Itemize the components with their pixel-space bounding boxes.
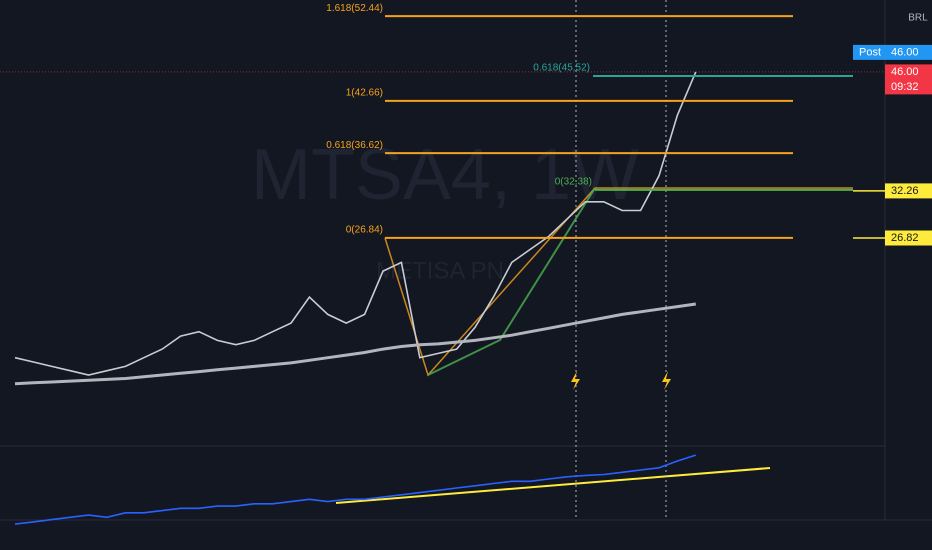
price-tag-label: 32.26 <box>891 185 919 197</box>
fib-label: 1.618(52.44) <box>326 3 383 14</box>
fib-label: 0.618(36.62) <box>326 140 383 151</box>
fib-label: 1(42.66) <box>346 87 383 98</box>
fib-label: 0.618(45.52) <box>533 63 590 74</box>
series-line <box>14 454 697 525</box>
session-label: Post <box>859 46 881 58</box>
fib-label: 0(32.38) <box>555 176 592 187</box>
watermark-symbol: MTSA4, 1W <box>251 135 639 215</box>
event-icon <box>571 371 580 390</box>
trend-line <box>335 467 771 504</box>
series-line <box>14 302 697 386</box>
event-icon <box>662 371 671 390</box>
price-tag <box>885 64 932 95</box>
axis: 46.00 09:32 Post 46.00 32.26 26.82 <box>853 44 932 246</box>
series-line <box>14 71 697 376</box>
price-tag <box>885 230 932 246</box>
plot: 1.618(52.44) 1(42.66) 0.618(36.62) 0(26.84)… <box>0 3 885 525</box>
session-tag <box>853 44 932 60</box>
price-tag-label: 46.00 <box>891 66 919 78</box>
fib-trend <box>384 187 853 377</box>
fib-label: 0(26.84) <box>346 224 383 235</box>
watermark-description: METISA PN <box>376 257 504 284</box>
session-price: 46.00 <box>891 46 919 58</box>
price-tag-countdown: 09:32 <box>891 81 919 93</box>
price-tag <box>885 183 932 199</box>
currency: BRL <box>908 13 928 24</box>
price-tag-label: 26.82 <box>891 232 919 244</box>
